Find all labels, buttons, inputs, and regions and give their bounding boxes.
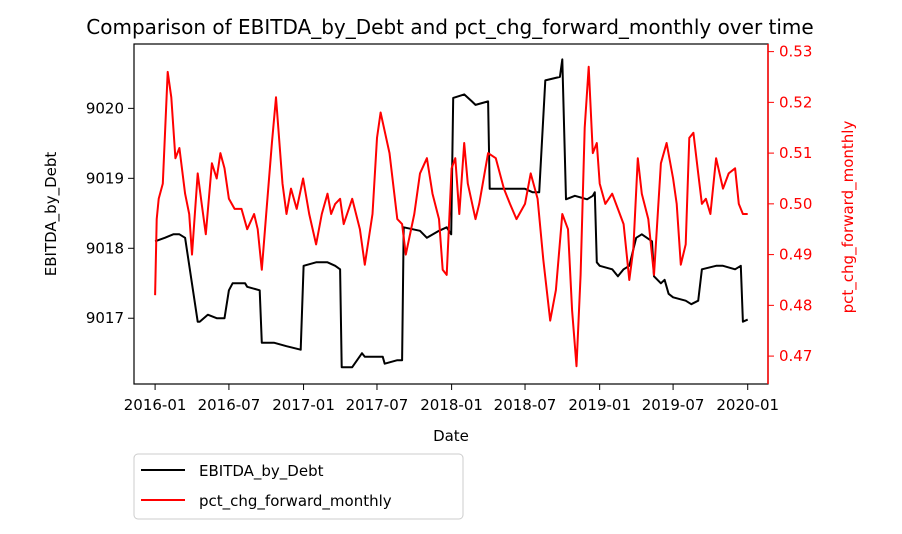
right-y-tick-label: 0.53 [779,43,812,61]
x-tick-label: 2017-01 [272,396,335,414]
left-y-tick-label: 9020 [86,99,124,117]
chart-title: Comparison of EBITDA_by_Debt and pct_chg… [86,15,813,39]
x-tick-label: 2017-07 [346,396,409,414]
left-y-tick-label: 9018 [86,239,124,257]
x-axis-label: Date [433,427,469,445]
x-tick-label: 2018-01 [420,396,483,414]
x-tick-label: 2016-07 [198,396,261,414]
x-tick-label: 2016-01 [124,396,187,414]
x-tick-label: 2020-01 [716,396,779,414]
right-y-tick-label: 0.49 [779,246,812,264]
x-tick-label: 2019-07 [642,396,705,414]
ticks-layer: 2016-01 2016-07 2017-01 2017-07 2018-01 2018-… [86,43,813,414]
left-y-tick-label: 9017 [86,309,124,327]
left-y-tick-label: 9019 [86,169,124,187]
series-line-ebitda-by-debt [154,58,749,369]
right-y-tick-label: 0.48 [779,296,812,314]
legend-box [133,453,464,520]
left-axis-label: EBITDA_by_Debt [42,152,61,277]
right-axis-label: pct_chg_forward_monthly [839,121,858,314]
x-tick-label: 2018-07 [494,396,557,414]
right-y-tick-label: 0.47 [779,347,812,365]
right-y-tick-label: 0.51 [779,144,812,162]
legend-label-pct-chg: pct_chg_forward_monthly [199,492,392,511]
right-y-tick-label: 0.50 [779,195,812,213]
legend: EBITDA_by_Debt pct_chg_forward_monthly [133,453,464,520]
series-line-pct-chg-forward-monthly [154,65,748,368]
series-layer [154,58,749,369]
right-y-tick-label: 0.52 [779,93,812,111]
x-tick-label: 2019-01 [568,396,631,414]
legend-label-ebitda: EBITDA_by_Debt [199,462,324,481]
